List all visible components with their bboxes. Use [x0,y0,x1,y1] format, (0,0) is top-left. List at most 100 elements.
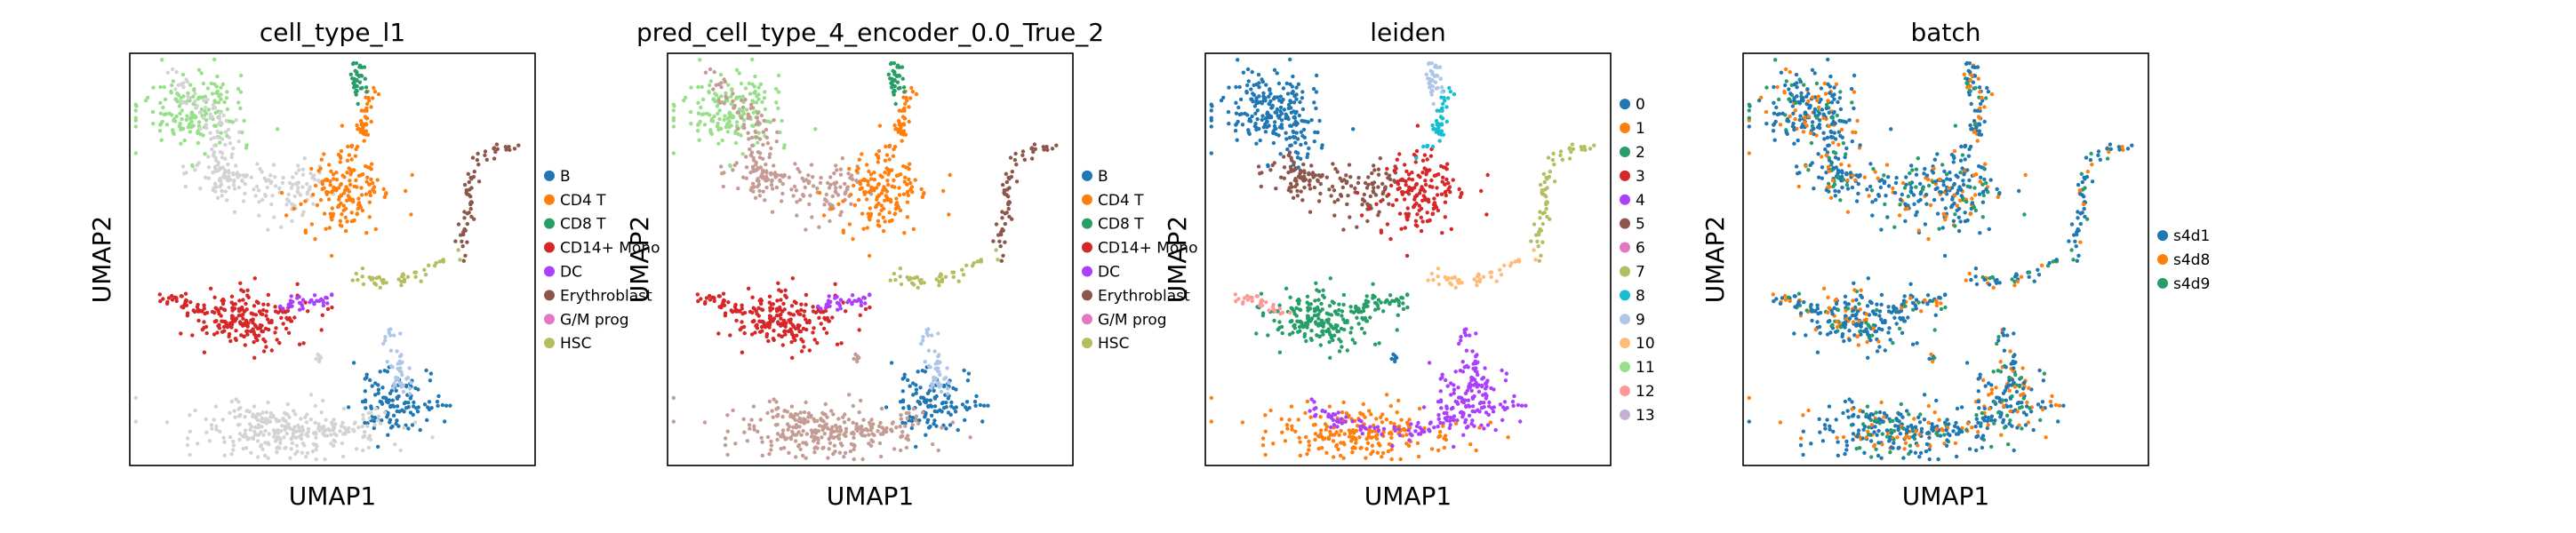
scatter-point [1272,120,1277,124]
scatter-point [1798,79,1804,84]
scatter-point [218,150,223,155]
scatter-point [386,412,390,418]
scatter-point [331,214,335,219]
scatter-point [1909,163,1914,168]
scatter-point [1361,317,1365,322]
scatter-point [811,175,815,179]
scatter-point [1792,98,1796,103]
scatter-point [1494,279,1499,283]
scatter-point [1375,450,1380,455]
scatter-point [837,433,842,437]
scatter-point [1332,200,1337,204]
scatter-point [315,203,320,208]
scatter-point [820,425,825,429]
scatter-point [1425,157,1429,162]
scatter-point [764,331,770,337]
scatter-point [196,161,201,165]
scatter-point [1455,418,1460,423]
legend-marker [1620,194,1630,205]
scatter-point [1452,387,1457,392]
scatter-point [857,157,861,162]
scatter-point [1393,359,1397,364]
scatter-point [266,292,271,298]
scatter-point [743,86,748,91]
scatter-point [876,148,882,154]
scatter-point [796,167,800,171]
scatter-point [1364,447,1369,451]
scatter-point [855,428,860,433]
scatter-point [1797,101,1803,106]
scatter-point [330,218,334,222]
scatter-point [266,317,270,322]
scatter-point [1924,173,1930,178]
scatter-point [911,227,916,232]
scatter-point [1412,197,1417,202]
scatter-point [356,101,360,107]
scatter-point [375,178,380,182]
scatter-point [1910,168,1915,172]
scatter-point [830,425,835,429]
scatter-point [1396,303,1402,308]
scatter-point [820,435,824,440]
scatter-point [365,175,370,179]
scatter-point [867,169,871,174]
scatter-point [266,400,270,405]
scatter-point [295,449,300,454]
scatter-point [367,200,372,204]
scatter-point [300,429,305,434]
scatter-point [723,443,728,448]
scatter-point [469,214,474,219]
scatter-point [839,210,844,214]
scatter-point [1372,426,1377,430]
scatter-point [710,295,716,299]
scatter-point [846,171,851,176]
scatter-point [973,403,978,408]
scatter-point [1883,202,1887,207]
scatter-point [203,105,208,110]
scatter-point [227,169,231,173]
scatter-point [1370,181,1374,186]
scatter-point [365,165,371,170]
scatter-point [1261,96,1267,100]
scatter-point [1396,179,1400,184]
scatter-point [1466,398,1471,402]
scatter-point [1831,140,1836,145]
scatter-point [361,448,365,453]
scatter-point [1942,169,1947,174]
scatter-point [263,417,268,421]
scatter-point [363,430,367,434]
scatter-point [753,195,758,200]
scatter-point [804,317,808,322]
scatter-point [1409,422,1413,426]
scatter-point [494,142,500,147]
scatter-point [1260,311,1266,315]
scatter-point [833,449,837,454]
scatter-point [1409,186,1413,191]
scatter-point [756,92,761,97]
scatter-point [277,186,282,191]
scatter-point [879,406,884,411]
scatter-point [209,423,214,427]
scatter-point [862,177,867,182]
scatter-point [303,415,308,419]
scatter-point [900,434,904,439]
scatter-point [1524,403,1528,408]
scatter-point [186,91,190,96]
scatter-point [1793,108,1798,113]
scatter-point [1852,73,1857,78]
scatter-point [854,422,859,426]
scatter-point [279,190,284,195]
scatter-point [922,281,926,285]
scatter-point [741,175,746,179]
scatter-point [774,185,780,190]
scatter-point [1796,138,1800,143]
scatter-point [791,333,796,338]
scatter-point [753,129,757,134]
scatter-point [1899,197,1903,203]
scatter-point [252,355,257,360]
scatter-point [1380,191,1385,196]
scatter-point [835,168,839,172]
scatter-point [295,296,300,300]
scatter-point [695,129,700,133]
scatter-point [1461,433,1466,437]
